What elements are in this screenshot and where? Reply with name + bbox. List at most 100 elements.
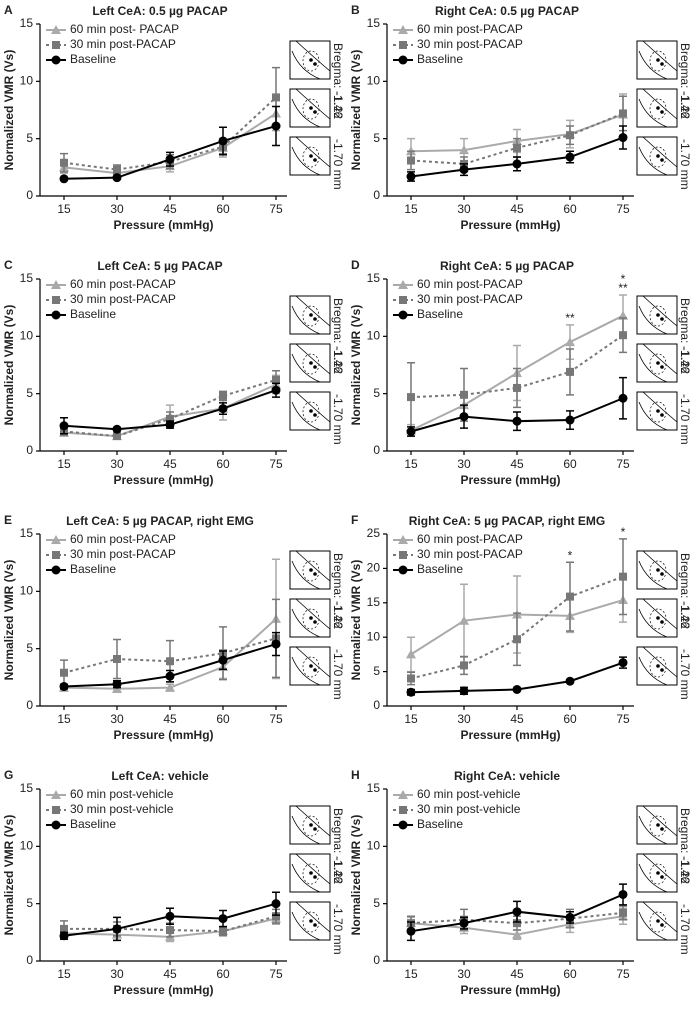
inset-site <box>309 664 313 668</box>
y-axis-label: Normalized VMR (Vs) <box>349 50 363 171</box>
y-tick-label: 10 <box>367 329 381 343</box>
data-point <box>512 929 522 939</box>
data-point <box>165 154 175 164</box>
bregma-label: Bregma: -1.22 <box>678 553 692 629</box>
inset-outline <box>638 391 678 431</box>
inset-site <box>660 62 664 66</box>
legend-label: Baseline <box>417 562 463 576</box>
inset-site <box>313 110 317 114</box>
data-point <box>406 427 416 437</box>
legend-marker <box>52 551 60 559</box>
data-point <box>219 927 227 936</box>
panel: A Left CeA: 0.5 µg PACAP Normalized VMR (V… <box>2 3 345 232</box>
inset-nucleus <box>302 560 320 582</box>
y-tick-label: 0 <box>26 188 33 202</box>
y-tick-label: 10 <box>20 839 34 853</box>
inset-outline <box>291 295 331 335</box>
panel: C Left CeA: 5 µg PACAP Normalized VMR (Vs)… <box>2 258 345 487</box>
y-tick-label: 15 <box>20 526 34 540</box>
y-tick-label: 5 <box>26 386 33 400</box>
inset-outline <box>291 88 331 128</box>
anatomy-inset <box>636 646 678 686</box>
data-point <box>113 432 121 441</box>
data-point <box>459 918 469 928</box>
y-tick-label: 0 <box>373 443 380 457</box>
data-point <box>566 131 574 140</box>
inset-site <box>656 313 660 317</box>
bregma-label: -1.46 <box>678 601 692 629</box>
inset-site <box>660 827 664 831</box>
x-tick-label: 75 <box>269 967 283 981</box>
series <box>406 125 628 182</box>
x-tick-label: 45 <box>163 967 177 981</box>
inset-nucleus <box>649 401 667 423</box>
data-point <box>513 143 521 152</box>
anatomy-inset <box>636 295 678 335</box>
panel-letter: E <box>4 513 12 527</box>
x-tick-label: 45 <box>510 202 524 216</box>
inset-site <box>309 409 313 413</box>
inset-site <box>313 620 317 624</box>
bregma-label: -1.70 mm <box>331 394 345 445</box>
inset-site <box>660 365 664 369</box>
inset-site <box>313 923 317 927</box>
x-axis-label: Pressure (mmHg) <box>460 473 560 487</box>
inset-site <box>309 871 313 875</box>
chart-title: Left CeA: 0.5 µg PACAP <box>92 4 227 18</box>
data-point <box>272 375 280 384</box>
anatomy-inset <box>636 40 678 80</box>
x-tick-label: 45 <box>163 457 177 471</box>
data-point <box>60 668 68 677</box>
data-point <box>59 682 69 692</box>
x-tick-label: 75 <box>616 457 630 471</box>
inset-site <box>660 572 664 576</box>
data-point <box>618 133 628 143</box>
inset-site <box>313 158 317 162</box>
series <box>59 105 281 184</box>
legend-marker <box>398 25 408 34</box>
bregma-label: -1.46 <box>331 91 345 119</box>
anatomy-inset <box>636 901 678 941</box>
data-point <box>60 924 68 933</box>
anatomy-inset <box>289 136 331 176</box>
inset-nucleus <box>649 815 667 837</box>
data-point <box>166 657 174 666</box>
bregma-label: Bregma: -1.22 <box>331 808 345 884</box>
inset-outline <box>291 805 331 845</box>
data-point <box>513 635 521 644</box>
legend-label: Baseline <box>70 562 116 576</box>
data-point <box>619 331 627 340</box>
y-tick-label: 5 <box>373 131 380 145</box>
inset-site <box>313 827 317 831</box>
x-tick-label: 75 <box>616 967 630 981</box>
data-point <box>165 671 175 681</box>
legend-label: 30 min post-PACAP <box>70 292 176 306</box>
bregma-label: Bregma: -1.22 <box>331 43 345 119</box>
y-tick-label: 10 <box>20 74 34 88</box>
legend-marker <box>398 535 408 544</box>
data-point <box>406 687 416 697</box>
x-tick-label: 30 <box>110 712 124 726</box>
data-point <box>565 676 575 686</box>
bregma-label: Bregma: -1.22 <box>678 808 692 884</box>
panel-letter: D <box>351 258 360 272</box>
data-point <box>218 136 228 146</box>
inset-nucleus <box>302 305 320 327</box>
data-point <box>112 173 122 183</box>
panel-letter: B <box>351 3 360 17</box>
x-axis-label: Pressure (mmHg) <box>113 983 213 997</box>
y-axis-label: Normalized VMR (Vs) <box>349 305 363 426</box>
x-tick-label: 30 <box>457 457 471 471</box>
chart-title: Left CeA: 5 µg PACAP, right EMG <box>66 514 254 528</box>
data-point <box>407 393 415 402</box>
x-tick-label: 15 <box>404 967 418 981</box>
inset-nucleus <box>302 353 320 375</box>
inset-site <box>656 58 660 62</box>
x-tick-label: 15 <box>404 712 418 726</box>
y-tick-label: 10 <box>20 584 34 598</box>
legend-marker <box>398 310 408 320</box>
anatomy-inset <box>636 805 678 845</box>
chart-title: Right CeA: 5 µg PACAP <box>440 259 574 273</box>
legend-label: Baseline <box>417 307 463 321</box>
legend-marker <box>399 41 407 49</box>
